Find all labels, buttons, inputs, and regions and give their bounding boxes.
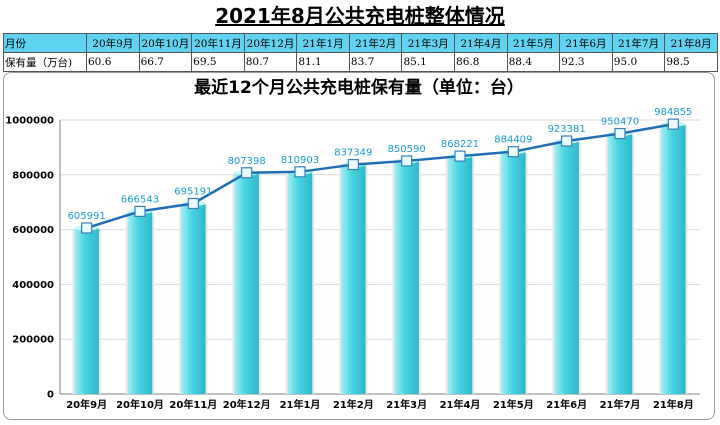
table-month-cell: 21年8月 [664,33,718,53]
table-value-cell: 86.8 [454,52,508,72]
table-month-cell: 21年7月 [611,33,666,53]
y-tick-label: 800000 [12,170,54,181]
data-label: 884409 [494,135,532,146]
table-value-cell: 81.1 [296,52,350,72]
bar [661,124,686,395]
x-tick-label: 20年9月 [66,398,107,411]
data-label: 695191 [174,187,212,198]
bar [127,211,153,394]
bar [501,151,526,394]
y-tick-label: 1000000 [5,116,54,127]
y-tick-label: 600000 [12,225,54,236]
data-label: 666543 [121,194,159,205]
bar [607,133,633,394]
table-month-cell: 21年5月 [506,33,561,53]
page-title: 2021年8月公共充电桩整体情况 [215,4,505,28]
summary-table: 月份 20年9月 20年10月 20年11月 20年12月 21年1月 21年2… [3,33,718,72]
data-label: 984855 [654,107,692,118]
data-point-marker [507,146,519,158]
table-month-cell: 21年2月 [348,33,403,53]
data-label: 923381 [548,124,586,135]
data-label: 850590 [388,144,426,155]
data-point-marker [561,135,573,147]
data-point-marker [134,205,146,217]
data-label: 868221 [441,139,479,150]
table-month-cell: 21年1月 [296,33,350,53]
data-label: 807398 [228,156,266,167]
x-tick-label: 21年6月 [546,398,587,411]
table-value-cell: 95.0 [611,52,666,72]
table-month-cell: 20年12月 [243,33,298,53]
table-month-cell: 20年9月 [86,33,140,53]
table-value-cell: 69.5 [191,52,245,72]
y-tick-label: 0 [47,390,54,401]
x-tick-label: 21年1月 [280,398,321,411]
table-month-cell: 21年3月 [401,33,456,53]
bar [74,227,99,394]
bar [234,172,259,394]
table-value-cell: 98.5 [664,52,718,72]
x-tick-label: 21年4月 [440,398,481,411]
bar [394,160,419,394]
data-point-marker [241,167,253,179]
x-tick-label: 21年2月 [333,398,374,411]
y-tick-label: 400000 [12,280,54,291]
data-point-marker [401,155,413,167]
table-month-cell: 21年6月 [559,33,613,53]
x-tick-label: 20年12月 [223,398,271,411]
y-tick-label: 200000 [12,335,54,346]
series-line [86,122,674,230]
data-label: 605991 [68,211,106,222]
chart-title: 最近12个月公共充电桩保有量（单位：台） [194,78,524,98]
table-value-cell: 66.7 [138,52,193,72]
data-point-marker [294,166,306,178]
table-value-cell: 60.6 [86,52,140,72]
x-tick-label: 21年7月 [600,398,641,411]
data-label: 837349 [334,148,372,159]
x-tick-label: 20年11月 [169,398,217,411]
table-header-row: 月份 20年9月 20年10月 20年11月 20年12月 21年1月 21年2… [3,33,718,53]
bar [181,203,206,394]
x-tick-label: 20年10月 [116,398,164,411]
table-value-cell: 88.4 [506,52,561,72]
table-row-label: 保有量（万台) [3,52,87,72]
data-point-marker [614,127,626,140]
data-label: 810903 [281,155,319,166]
bar [554,140,579,394]
data-point-marker [667,118,679,130]
data-point-marker [454,150,466,162]
table-value-cell: 83.7 [348,52,403,72]
x-tick-label: 21年3月 [386,398,427,411]
bar [287,171,313,394]
bar [447,156,473,394]
data-point-marker [347,158,359,171]
table-value-cell: 85.1 [401,52,456,72]
x-tick-label: 21年5月 [493,398,534,411]
table-value-row: 保有量（万台) 60.6 66.7 69.5 80.7 81.1 83.7 85… [3,52,718,72]
data-point-marker [81,222,93,234]
table-value-cell: 80.7 [243,52,298,72]
x-tick-label: 21年8月 [653,398,694,411]
table-value-cell: 92.3 [559,52,613,72]
data-label: 950470 [601,117,639,128]
data-point-marker [187,197,199,210]
bar [341,164,366,394]
